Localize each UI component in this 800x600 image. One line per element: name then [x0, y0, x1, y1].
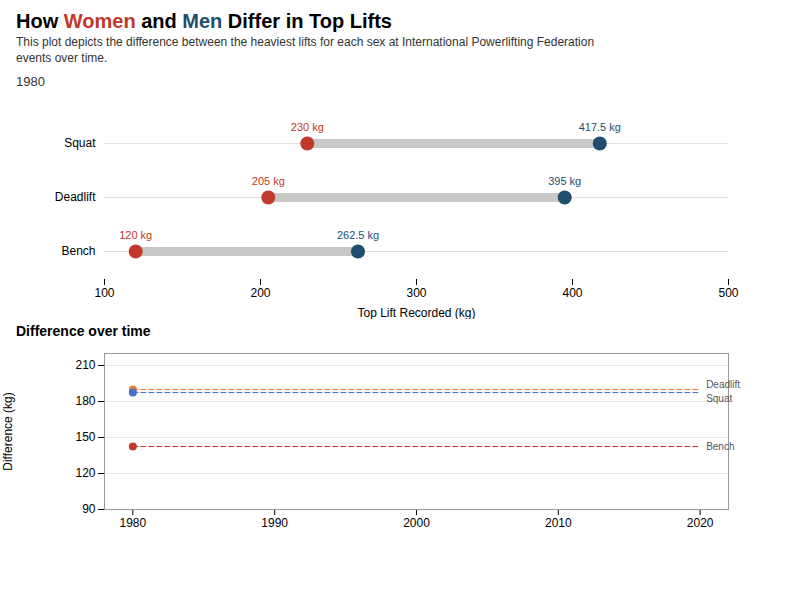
svg-text:120 kg: 120 kg — [119, 229, 152, 241]
svg-text:Difference (kg): Difference (kg) — [1, 392, 15, 470]
svg-text:205 kg: 205 kg — [252, 175, 285, 187]
svg-text:230 kg: 230 kg — [291, 121, 324, 133]
svg-text:2010: 2010 — [545, 516, 572, 530]
svg-text:Top Lift Recorded (kg): Top Lift Recorded (kg) — [357, 306, 475, 320]
svg-text:150: 150 — [75, 431, 95, 445]
html-text:1980: 1980 — [16, 74, 45, 90]
svg-text:417.5 kg: 417.5 kg — [579, 121, 621, 133]
svg-text:395 kg: 395 kg — [548, 175, 581, 187]
svg-text:400: 400 — [562, 286, 582, 300]
svg-text:1980: 1980 — [120, 516, 147, 530]
svg-text:90: 90 — [82, 503, 96, 517]
svg-text:300: 300 — [406, 286, 426, 300]
svg-text:1990: 1990 — [261, 516, 288, 530]
svg-text:210: 210 — [75, 359, 95, 373]
svg-text:Bench: Bench — [61, 245, 95, 259]
svg-text:Bench: Bench — [706, 441, 734, 452]
svg-text:100: 100 — [94, 286, 114, 300]
svg-text:500: 500 — [718, 286, 738, 300]
html-text:Difference over time: Difference over time — [16, 323, 151, 340]
svg-text:Deadlift: Deadlift — [706, 379, 740, 390]
svg-text:2000: 2000 — [403, 516, 430, 530]
svg-text:Squat: Squat — [706, 393, 732, 404]
svg-text:180: 180 — [75, 395, 95, 409]
html-text:How Women and Men Differ in To: How Women and Men Differ in Top Lifts — [16, 10, 392, 32]
svg-text:200: 200 — [250, 286, 270, 300]
svg-text:262.5 kg: 262.5 kg — [337, 229, 379, 241]
svg-text:120: 120 — [75, 467, 95, 481]
svg-text:Squat: Squat — [64, 137, 96, 151]
html-text:This plot depicts the differen: This plot depicts the difference between… — [16, 35, 595, 65]
svg-text:2020: 2020 — [687, 516, 714, 530]
svg-text:Deadlift: Deadlift — [55, 191, 96, 205]
